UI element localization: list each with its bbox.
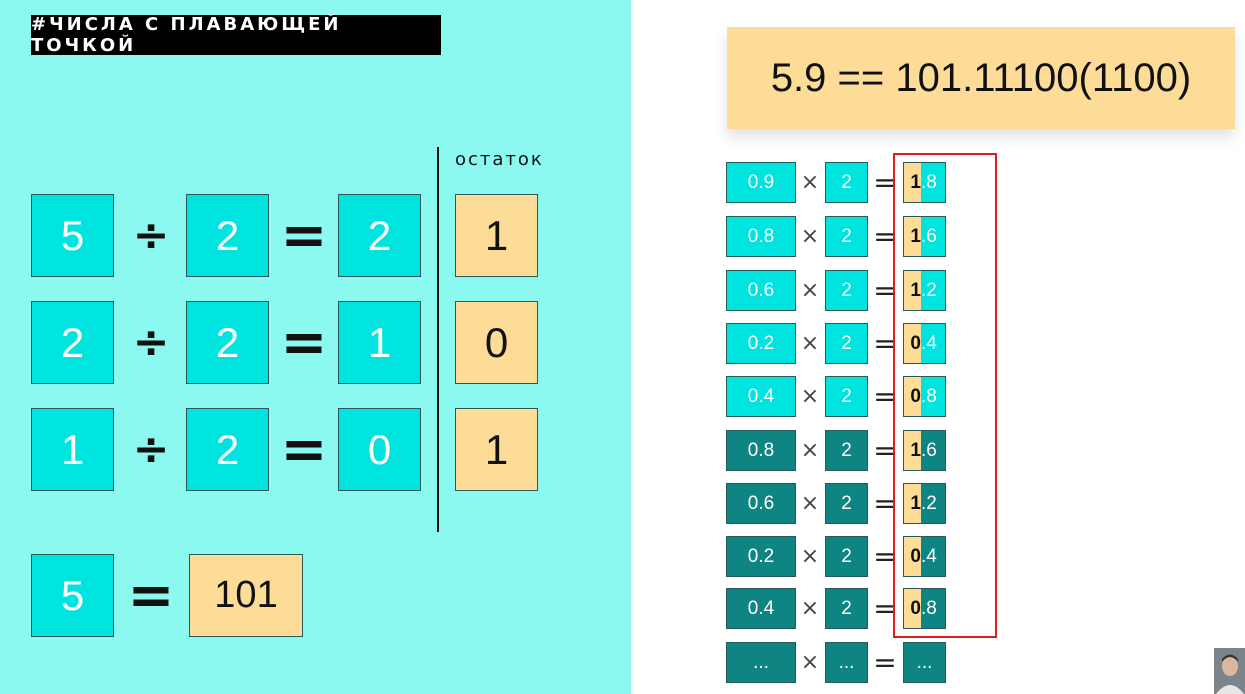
- integer-part: 1: [904, 271, 921, 310]
- divide-icon: ÷: [132, 210, 170, 261]
- product-box: 1.8: [903, 162, 946, 203]
- divide-icon: ÷: [132, 317, 170, 368]
- integer-parts-highlight: [893, 153, 997, 638]
- fraction-box: 0.9: [726, 162, 796, 203]
- factor-box: 2: [825, 323, 868, 364]
- fraction-part: .8: [921, 377, 945, 416]
- dividend-box: 1: [31, 408, 114, 491]
- remainder-box: 0: [455, 301, 538, 384]
- equals-icon: =: [873, 380, 897, 413]
- multiply-icon: ×: [800, 544, 820, 569]
- integer-part: 1: [904, 484, 921, 523]
- equals-icon: =: [873, 220, 897, 253]
- dividend-box: 5: [31, 194, 114, 277]
- integer-part: 1: [904, 217, 921, 256]
- divisor-box: 2: [186, 301, 269, 384]
- divisor-box: 2: [186, 194, 269, 277]
- fraction-part: .4: [921, 537, 945, 576]
- slide-title: #ЧИСЛА С ПЛАВАЮЩЕЙ ТОЧКОЙ: [31, 14, 441, 56]
- factor-box: 2: [825, 270, 868, 311]
- product-box: 0.8: [903, 376, 946, 417]
- product-box: 1.6: [903, 430, 946, 471]
- fraction-part: .6: [921, 217, 945, 256]
- quotient-box: 2: [338, 194, 421, 277]
- equals-icon: =: [873, 274, 897, 307]
- integer-part: 0: [904, 324, 921, 363]
- product-box: 0.4: [903, 323, 946, 364]
- equals-icon: =: [873, 487, 897, 520]
- equals-icon: =: [873, 592, 897, 625]
- equals-icon: =: [873, 540, 897, 573]
- integer-part: 0: [904, 589, 921, 628]
- factor-box: 2: [825, 588, 868, 629]
- fraction-box: 0.4: [726, 588, 796, 629]
- multiply-icon: ×: [800, 170, 820, 195]
- quotient-box: 0: [338, 408, 421, 491]
- factor-box: 2: [825, 216, 868, 257]
- presenter-avatar-icon: [1214, 648, 1245, 694]
- multiply-icon: ×: [800, 278, 820, 303]
- fraction-part: .8: [921, 589, 945, 628]
- equals-icon: =: [873, 434, 897, 467]
- factor-box: 2: [825, 483, 868, 524]
- multiply-icon: ×: [800, 438, 820, 463]
- remainder-box: 1: [455, 408, 538, 491]
- multiply-icon: ×: [800, 384, 820, 409]
- presenter-webcam: [1214, 648, 1245, 694]
- integer-part: 0: [904, 537, 921, 576]
- multiply-icon: ×: [800, 596, 820, 621]
- multiply-icon: ×: [800, 331, 820, 356]
- multiply-icon: ×: [800, 491, 820, 516]
- fraction-box: 0.6: [726, 270, 796, 311]
- multiply-icon: ×: [800, 224, 820, 249]
- fraction-part: .4: [921, 324, 945, 363]
- product-box: 1.6: [903, 216, 946, 257]
- equals-icon: =: [280, 417, 328, 482]
- factor-box: 2: [825, 536, 868, 577]
- factor-box: 2: [825, 162, 868, 203]
- quotient-box: 1: [338, 301, 421, 384]
- fraction-box: 0.2: [726, 536, 796, 577]
- product-box: 0.4: [903, 536, 946, 577]
- fraction-box: 0.6: [726, 483, 796, 524]
- equals-icon: =: [873, 327, 897, 360]
- equals-icon: =: [873, 646, 897, 679]
- fraction-box: ...: [726, 642, 796, 683]
- integer-part: 0: [904, 377, 921, 416]
- divisor-box: 2: [186, 408, 269, 491]
- remainder-box: 1: [455, 194, 538, 277]
- binary-result-box: 101: [189, 554, 303, 637]
- result-header: 5.9 == 101.11100(1100): [727, 27, 1235, 129]
- product-box: 1.2: [903, 270, 946, 311]
- dividend-box: 2: [31, 301, 114, 384]
- integer-part: 1: [904, 431, 921, 470]
- fraction-box: 0.8: [726, 430, 796, 471]
- decimal-result-box: 5: [31, 554, 114, 637]
- factor-box: ...: [825, 642, 868, 683]
- fraction-box: 0.4: [726, 376, 796, 417]
- fraction-box: 0.2: [726, 323, 796, 364]
- equals-icon: =: [280, 310, 328, 375]
- fraction-part: .6: [921, 431, 945, 470]
- integer-part: 1: [904, 163, 921, 202]
- remainder-label: остаток: [455, 148, 544, 170]
- product-box: 1.2: [903, 483, 946, 524]
- product-box: 0.8: [903, 588, 946, 629]
- equals-icon: =: [873, 166, 897, 199]
- fraction-box: 0.8: [726, 216, 796, 257]
- fraction-part: .2: [921, 271, 945, 310]
- divide-icon: ÷: [132, 424, 170, 475]
- equals-icon: =: [280, 203, 328, 268]
- remainder-divider: [437, 147, 439, 532]
- multiply-icon: ×: [800, 650, 820, 675]
- product-box: ...: [903, 642, 946, 683]
- fraction-part: .2: [921, 484, 945, 523]
- factor-box: 2: [825, 430, 868, 471]
- fraction-part: .8: [921, 163, 945, 202]
- equals-icon: =: [127, 563, 175, 628]
- factor-box: 2: [825, 376, 868, 417]
